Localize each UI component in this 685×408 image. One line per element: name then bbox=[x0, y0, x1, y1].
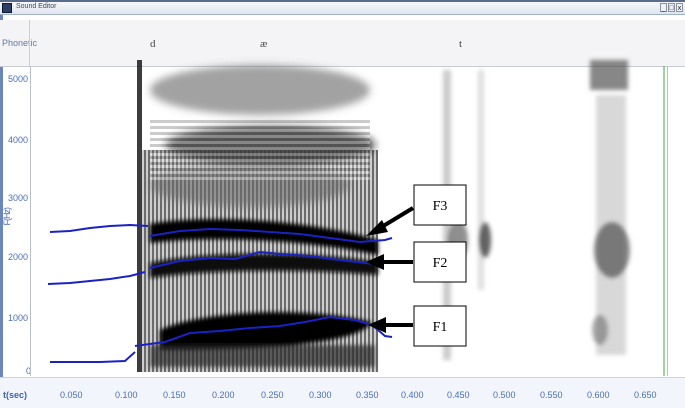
phonetic-segment-ae[interactable]: æ bbox=[260, 38, 268, 50]
phonetic-tier[interactable]: Phonetic d æ t bbox=[0, 20, 685, 67]
f3-track bbox=[149, 227, 393, 244]
f3-arrow bbox=[378, 206, 415, 230]
f2-track-left bbox=[47, 271, 146, 285]
f3-track-left bbox=[49, 223, 149, 233]
window-title: Sound Editor bbox=[16, 3, 57, 10]
x-tick: 0.500 bbox=[493, 390, 516, 400]
x-tick: 0.350 bbox=[356, 390, 379, 400]
annotation-boxes bbox=[413, 184, 467, 347]
minimize-button[interactable]: _ bbox=[660, 3, 667, 12]
x-tick: 0.200 bbox=[212, 390, 235, 400]
x-axis-label: t(sec) bbox=[3, 390, 28, 400]
y-tick-5000: 5000 bbox=[8, 74, 29, 84]
y-tick-0: 0 bbox=[26, 366, 32, 376]
x-tick: 0.100 bbox=[115, 390, 138, 400]
window-controls: _ □ x bbox=[660, 3, 683, 12]
app-icon bbox=[2, 3, 12, 13]
f2-label: F2 bbox=[433, 256, 448, 271]
maximize-button[interactable]: □ bbox=[668, 3, 675, 12]
f1-track-left bbox=[50, 351, 136, 363]
annotation-arrows bbox=[366, 206, 415, 333]
formant-bands bbox=[150, 219, 378, 367]
x-tick: 0.150 bbox=[163, 390, 186, 400]
phonetic-tier-label: Phonetic bbox=[2, 38, 38, 48]
mid-frequency-texture bbox=[150, 120, 370, 180]
y-tick-1000: 1000 bbox=[8, 313, 29, 323]
x-tick: 0.600 bbox=[587, 390, 610, 400]
x-tick: 0.250 bbox=[261, 390, 284, 400]
y-tick-2000: 2000 bbox=[8, 252, 29, 262]
time-axis[interactable]: t(sec) 0.050 0.100 0.150 0.200 0.250 0.3… bbox=[0, 377, 685, 408]
spectrogram-frame[interactable] bbox=[30, 66, 668, 376]
close-button[interactable]: x bbox=[676, 3, 683, 12]
tier-separator bbox=[29, 20, 30, 66]
x-tick: 0.400 bbox=[401, 390, 424, 400]
x-tick: 0.450 bbox=[447, 390, 470, 400]
burst-bar bbox=[137, 60, 142, 372]
release-noise bbox=[443, 60, 630, 360]
y-tick-4000: 4000 bbox=[8, 135, 29, 145]
x-tick: 0.550 bbox=[540, 390, 563, 400]
f1-label: F1 bbox=[433, 320, 448, 335]
x-tick: 0.300 bbox=[309, 390, 332, 400]
f3-label: F3 bbox=[433, 199, 448, 214]
x-tick: 0.050 bbox=[60, 390, 83, 400]
phonetic-segment-t[interactable]: t bbox=[459, 38, 463, 50]
y-tick-3000: 3000 bbox=[8, 193, 29, 203]
f2-track bbox=[149, 250, 376, 269]
x-tick: 0.650 bbox=[634, 390, 657, 400]
window-titlebar: Sound Editor _ □ x bbox=[0, 0, 685, 15]
phonetic-segment-d[interactable]: d bbox=[150, 38, 156, 50]
window-left-border bbox=[0, 15, 3, 407]
